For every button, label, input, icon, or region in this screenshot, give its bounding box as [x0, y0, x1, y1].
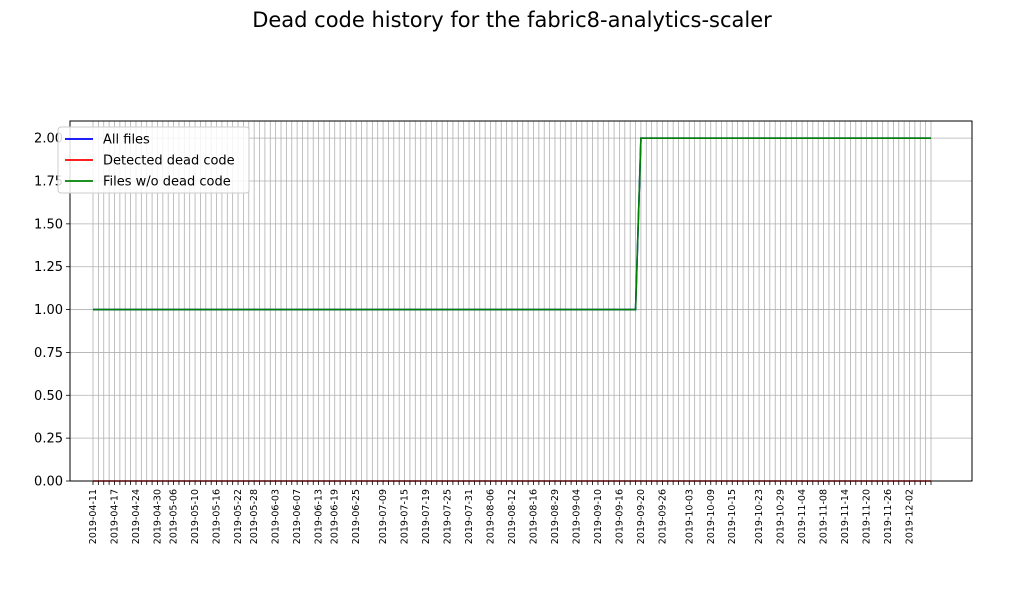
y-tick-label: 0.75: [34, 346, 63, 361]
x-tick-label: 2019-06-25: [351, 489, 362, 544]
x-tick-label: 2019-06-03: [271, 489, 282, 544]
x-tick-label: 2019-05-16: [212, 489, 223, 544]
x-tick-label: 2019-09-10: [593, 489, 604, 544]
y-tick-label: 0.50: [34, 389, 63, 404]
x-tick-label: 2019-10-09: [706, 489, 717, 544]
x-tick-label: 2019-04-17: [109, 489, 120, 544]
x-tick-label: 2019-07-09: [378, 489, 389, 544]
x-tick-label: 2019-11-26: [883, 489, 894, 544]
x-tick-label: 2019-10-29: [776, 489, 787, 544]
x-tick-label: 2019-11-14: [840, 489, 851, 544]
plot-frame: [69, 120, 973, 482]
x-tick-label: 2019-09-20: [636, 489, 647, 544]
x-tick-label: 2019-05-22: [233, 489, 244, 544]
legend-label-all-files: All files: [103, 133, 150, 148]
x-tick-label: 2019-07-31: [464, 489, 475, 544]
x-tick-label: 2019-06-19: [330, 489, 341, 544]
y-tick-label: 1.00: [34, 303, 63, 318]
legend-label-detected-dead-code: Detected dead code: [103, 154, 235, 169]
x-tick-label: 2019-08-06: [486, 489, 497, 544]
x-tick-label: 2019-10-03: [684, 489, 695, 544]
x-tick-label: 2019-09-04: [571, 489, 582, 544]
x-tick-label: 2019-08-12: [507, 489, 518, 544]
x-tick-label: 2019-05-06: [169, 489, 180, 544]
x-axis: 2019-04-11 2019-04-17 2019-04-24 2019-04-30…: [88, 481, 932, 544]
x-tick-label: 2019-11-04: [797, 489, 808, 544]
chart-title: Dead code history for the fabric8-analyt…: [252, 8, 772, 32]
y-tick-label: 0.00: [34, 475, 63, 490]
x-tick-label: 2019-05-10: [190, 489, 201, 544]
y-tick-label: 1.25: [34, 260, 63, 275]
x-tick-label: 2019-08-16: [528, 489, 539, 544]
y-axis: 0.00 0.25 0.50 0.75 1.00 1.25 1.50 1.75 2.00: [34, 132, 70, 490]
x-tick-label: 2019-07-19: [421, 489, 432, 544]
x-tick-label: 2019-04-11: [88, 489, 99, 544]
x-tick-label: 2019-06-07: [292, 489, 303, 544]
y-tick-label: 1.75: [34, 175, 63, 190]
x-tick-label: 2019-07-15: [400, 489, 411, 544]
x-tick-label: 2019-05-28: [249, 489, 260, 544]
legend-box: [57, 126, 250, 194]
y-tick-label: 1.50: [34, 217, 63, 232]
x-tick-label: 2019-04-24: [131, 489, 142, 544]
y-tick-label: 0.25: [34, 432, 63, 447]
x-tick-label: 2019-06-13: [314, 489, 325, 544]
legend: All files Detected dead code Files w/o dea…: [57, 126, 250, 194]
x-tick-label: 2019-09-16: [614, 489, 625, 544]
legend-label-files-w-o-dead-code: Files w/o dead code: [103, 175, 231, 190]
x-tick-label: 2019-10-23: [754, 489, 765, 544]
x-tick-label: 2019-07-25: [443, 489, 454, 544]
series-line-files-w-o-dead-code: [93, 137, 931, 311]
x-tick-label: 2019-08-29: [550, 489, 561, 544]
x-tick-label: 2019-09-26: [657, 489, 668, 544]
x-tick-label: 2019-10-15: [727, 489, 738, 544]
y-tick-label: 2.00: [34, 132, 63, 147]
x-tick-label: 2019-11-20: [862, 489, 873, 544]
x-tick-label: 2019-04-30: [152, 489, 163, 544]
x-tick-label: 2019-11-08: [819, 489, 830, 544]
x-tick-label: 2019-12-02: [905, 489, 916, 544]
